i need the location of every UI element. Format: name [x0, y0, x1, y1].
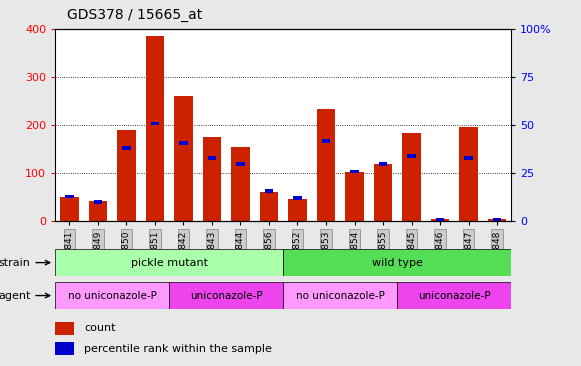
- Text: count: count: [84, 324, 116, 333]
- Bar: [350, 169, 358, 173]
- Bar: [459, 127, 478, 221]
- Bar: [407, 154, 415, 158]
- FancyBboxPatch shape: [55, 249, 284, 276]
- Bar: [345, 172, 364, 221]
- Bar: [317, 109, 335, 221]
- FancyBboxPatch shape: [169, 282, 284, 309]
- Bar: [174, 96, 193, 221]
- Bar: [208, 156, 216, 160]
- Bar: [493, 217, 501, 221]
- Bar: [146, 37, 164, 221]
- Bar: [236, 162, 245, 166]
- Bar: [89, 201, 107, 221]
- Bar: [55, 342, 74, 355]
- Text: uniconazole-P: uniconazole-P: [190, 291, 263, 300]
- Text: uniconazole-P: uniconazole-P: [418, 291, 490, 300]
- Bar: [431, 219, 449, 221]
- Bar: [293, 197, 302, 200]
- Text: wild type: wild type: [372, 258, 423, 268]
- Bar: [379, 162, 387, 166]
- Bar: [65, 195, 74, 198]
- FancyBboxPatch shape: [284, 249, 511, 276]
- Bar: [117, 130, 136, 221]
- Bar: [231, 147, 250, 221]
- Bar: [203, 137, 221, 221]
- FancyBboxPatch shape: [397, 282, 511, 309]
- Text: percentile rank within the sample: percentile rank within the sample: [84, 344, 272, 354]
- FancyBboxPatch shape: [284, 282, 397, 309]
- FancyBboxPatch shape: [55, 282, 169, 309]
- Bar: [488, 219, 506, 221]
- Bar: [402, 132, 421, 221]
- Bar: [464, 156, 473, 160]
- Bar: [55, 322, 74, 335]
- Bar: [288, 199, 307, 221]
- Bar: [151, 122, 159, 125]
- Text: GDS378 / 15665_at: GDS378 / 15665_at: [67, 8, 202, 22]
- Bar: [265, 189, 273, 193]
- Bar: [94, 200, 102, 204]
- Bar: [436, 217, 444, 221]
- Text: no uniconazole-P: no uniconazole-P: [68, 291, 157, 300]
- Text: agent: agent: [0, 291, 30, 300]
- Bar: [122, 146, 131, 150]
- Bar: [260, 192, 278, 221]
- Text: no uniconazole-P: no uniconazole-P: [296, 291, 385, 300]
- Bar: [60, 197, 78, 221]
- Bar: [374, 164, 392, 221]
- Text: pickle mutant: pickle mutant: [131, 258, 208, 268]
- Text: strain: strain: [0, 258, 30, 268]
- Bar: [180, 141, 188, 145]
- Bar: [322, 139, 330, 143]
